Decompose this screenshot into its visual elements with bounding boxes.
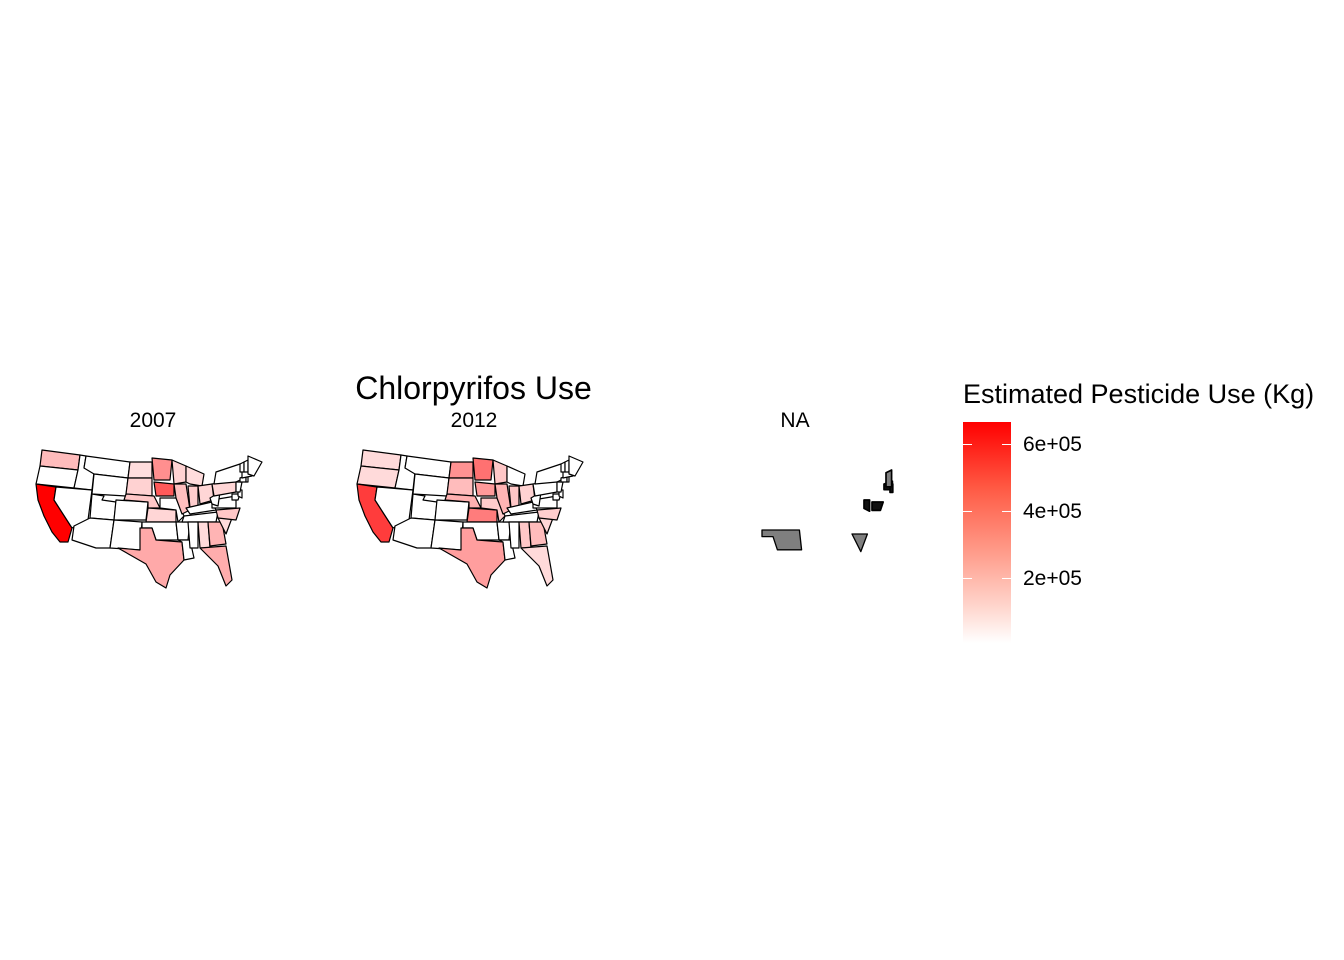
- state-me: [568, 455, 584, 477]
- state-ut: [89, 493, 117, 521]
- state-tx: [117, 527, 185, 589]
- map-panel-na: [761, 469, 894, 553]
- legend-colorbar: [963, 422, 1011, 643]
- map-panel-2007: [35, 449, 263, 589]
- state-in: [187, 485, 199, 509]
- legend-title: Estimated Pesticide Use (Kg): [963, 379, 1315, 409]
- legend-label-4e05: 4e+05: [1023, 500, 1082, 523]
- legend-tick-right: [1002, 444, 1011, 445]
- state-nd: [448, 461, 474, 479]
- state-mi: [506, 465, 526, 487]
- state-il: [173, 483, 191, 515]
- state-mn: [151, 457, 173, 481]
- state-mn: [472, 457, 494, 481]
- state-nc: [215, 507, 241, 521]
- state-ks: [145, 507, 177, 523]
- state-ia: [153, 481, 175, 497]
- na-state-sc: [851, 533, 869, 553]
- legend-tick-right: [1002, 578, 1011, 579]
- state-ut: [410, 493, 438, 521]
- facet-label-na: NA: [780, 409, 810, 432]
- state-tn: [502, 511, 540, 523]
- state-ms: [187, 521, 199, 549]
- na-state-ok: [761, 529, 803, 551]
- legend-tick-right: [1002, 511, 1011, 512]
- state-co: [434, 499, 470, 521]
- state-fl: [199, 545, 233, 587]
- na-state-nh: [885, 469, 893, 488]
- legend-tick-left: [963, 444, 972, 445]
- state-wy: [91, 473, 129, 497]
- state-nm: [430, 519, 464, 551]
- state-ga: [207, 521, 227, 547]
- state-nm: [109, 519, 143, 551]
- na-state-de: [863, 499, 871, 513]
- map-panel-2012: [356, 449, 584, 589]
- legend-tick-left: [963, 578, 972, 579]
- state-nd: [127, 461, 153, 479]
- state-sd: [125, 477, 153, 497]
- state-ga: [528, 521, 548, 547]
- na-state-md: [871, 501, 885, 512]
- state-tn: [181, 511, 219, 523]
- state-wy: [412, 473, 450, 497]
- state-ks: [466, 507, 498, 523]
- state-wi: [492, 459, 508, 485]
- state-tx: [438, 527, 506, 589]
- state-ms: [508, 521, 520, 549]
- state-co: [113, 499, 149, 521]
- state-sd: [446, 477, 474, 497]
- state-in: [508, 485, 520, 509]
- legend-label-2e05: 2e+05: [1023, 567, 1082, 590]
- state-mi: [185, 465, 205, 487]
- legend-label-6e05: 6e+05: [1023, 433, 1082, 456]
- state-nc: [536, 507, 562, 521]
- state-ia: [474, 481, 496, 497]
- chart-title: Chlorpyrifos Use: [355, 370, 592, 406]
- state-fl: [520, 545, 554, 587]
- facet-label-2007: 2007: [129, 409, 177, 432]
- state-me: [247, 455, 263, 477]
- legend-tick-left: [963, 511, 972, 512]
- facet-label-2012: 2012: [450, 409, 498, 432]
- state-il: [494, 483, 512, 515]
- state-wi: [171, 459, 187, 485]
